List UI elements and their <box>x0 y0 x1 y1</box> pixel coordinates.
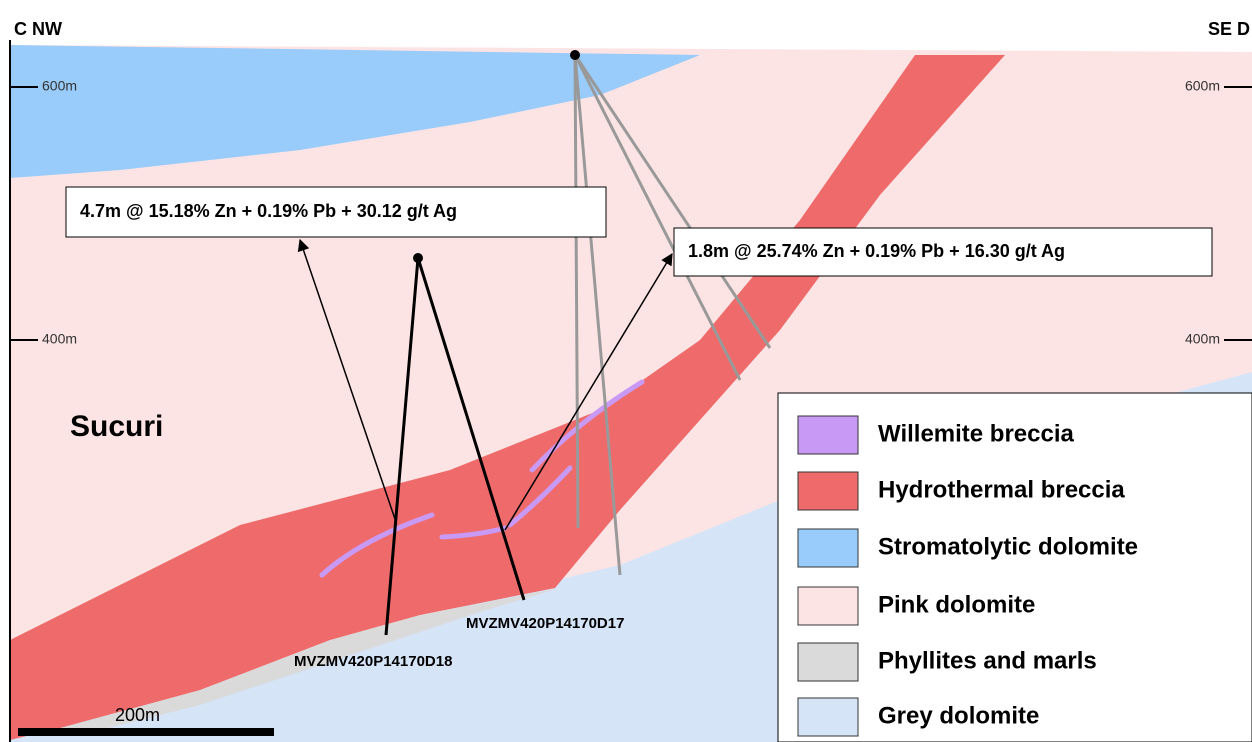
legend-label: Pink dolomite <box>878 591 1035 618</box>
legend-label: Phyllites and marls <box>878 647 1097 674</box>
area-label: Sucuri <box>70 410 163 443</box>
scale-label: 200m <box>115 705 160 725</box>
elevation: 400m <box>42 331 77 347</box>
section-right: SE D <box>1208 19 1250 39</box>
legend-label: Stromatolytic dolomite <box>878 533 1138 560</box>
legend-swatch <box>798 529 858 567</box>
legend-label: Willemite breccia <box>878 420 1075 447</box>
section-left: C NW <box>14 19 62 39</box>
elevation: 600m <box>1185 78 1220 94</box>
elevation: 400m <box>1185 331 1220 347</box>
intercept: 1.8m @ 25.74% Zn + 0.19% Pb + 16.30 g/t … <box>688 241 1065 261</box>
collar <box>413 253 423 263</box>
intercept: 4.7m @ 15.18% Zn + 0.19% Pb + 30.12 g/t … <box>80 201 457 221</box>
elevation: 600m <box>42 78 77 94</box>
cross-section: C NW SE D 600m 400m 600m 400m 4.7m @ 15.… <box>0 0 1252 742</box>
legend-swatch <box>798 587 858 625</box>
legend-swatch <box>798 643 858 681</box>
legend-swatch <box>798 698 858 736</box>
legend-swatch <box>798 472 858 510</box>
scale-bar <box>18 728 274 736</box>
legend-label: Hydrothermal breccia <box>878 476 1125 503</box>
collar <box>570 50 580 60</box>
drillhole-label: MVZMV420P14170D17 <box>466 615 624 632</box>
legend-swatch <box>798 416 858 454</box>
legend-label: Grey dolomite <box>878 702 1039 729</box>
drillhole-label: MVZMV420P14170D18 <box>294 653 452 670</box>
